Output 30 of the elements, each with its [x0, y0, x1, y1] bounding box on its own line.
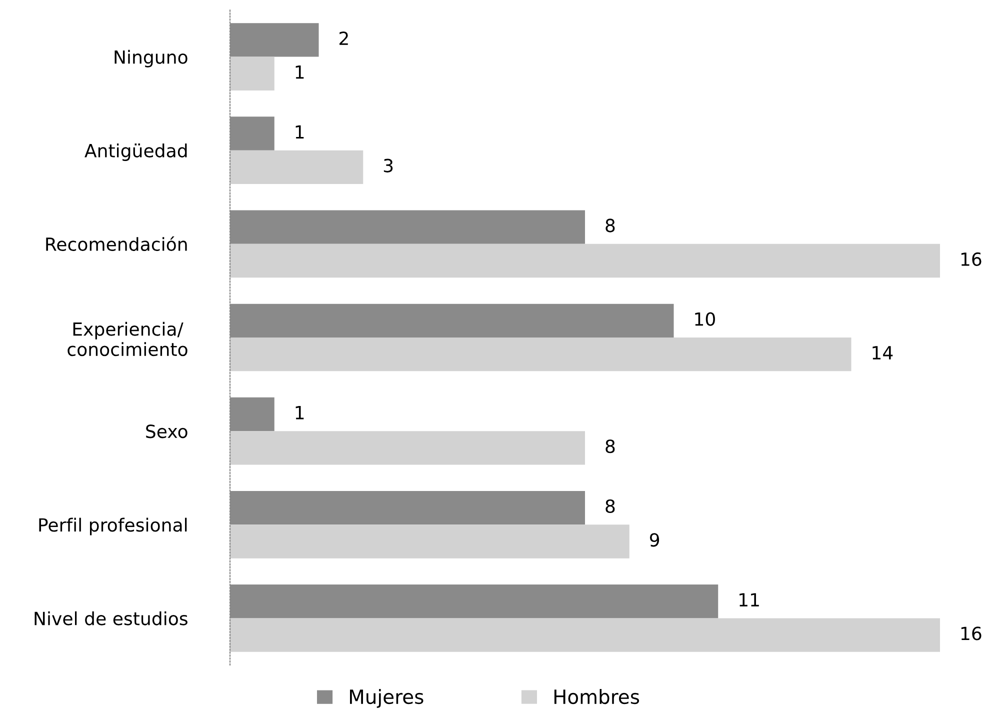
- bar: [230, 150, 364, 184]
- data-label: 16: [961, 626, 982, 640]
- y-tick-label: Experiencia/ conocimiento: [68, 322, 188, 356]
- data-label: 8: [606, 218, 615, 232]
- bar: [230, 338, 852, 372]
- y-tick-label: Ninguno: [114, 50, 188, 68]
- y-tick-label: Nivel de estudios: [34, 611, 188, 626]
- data-label: 14: [872, 346, 893, 360]
- y-tick-label: Recomendación: [46, 236, 187, 252]
- legend-label: Hombres: [554, 689, 640, 704]
- bar: [230, 244, 940, 278]
- data-label: 9: [650, 533, 660, 547]
- data-label: 1: [296, 125, 304, 138]
- y-tick-label: Sexo: [146, 424, 188, 438]
- y-tick-label: Antigüedad: [84, 143, 187, 161]
- data-label: 2: [340, 32, 348, 45]
- y-tick-label: Perfil profesional: [39, 518, 187, 536]
- data-label: 8: [606, 499, 615, 514]
- bar: [230, 56, 274, 90]
- legend-label: Mujeres: [350, 689, 424, 708]
- data-label: 8: [606, 439, 615, 454]
- data-label: 11: [740, 593, 759, 606]
- bar: [230, 431, 585, 465]
- data-label: 1: [296, 406, 304, 420]
- data-label: 3: [384, 158, 393, 172]
- bar: [230, 524, 630, 558]
- data-label: 10: [695, 312, 715, 326]
- bar: [230, 618, 940, 652]
- data-label: 16: [961, 252, 982, 266]
- data-label: 1: [296, 65, 304, 79]
